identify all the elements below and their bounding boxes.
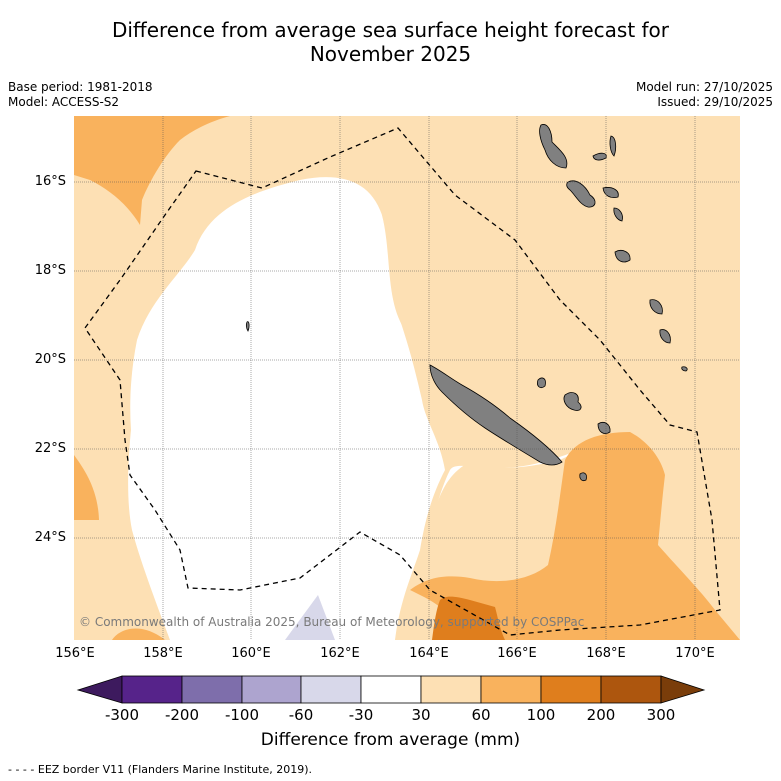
colorbar-tick: 300 [646, 706, 676, 724]
colorbar-tick: 60 [471, 706, 491, 724]
colorbar-bin-5 [360, 675, 422, 704]
anomaly-region-60-100-west [74, 455, 99, 520]
lat-label-24s: 24°S [34, 530, 66, 545]
vanuatu-island-7 [614, 250, 631, 263]
vanuatu-island-5 [602, 187, 619, 198]
colorbar-bin-9 [600, 675, 662, 704]
colorbar-tick: -60 [288, 706, 314, 724]
colorbar-bin-2 [181, 675, 243, 704]
vanuatu-island-6 [613, 207, 623, 222]
lat-label-20s: 20°S [34, 352, 66, 367]
lon-label-164e: 164°E [409, 646, 449, 661]
model-name: Model: ACCESS-S2 [8, 95, 120, 109]
vanuatu-island-8 [649, 299, 663, 315]
lon-label-168e: 168°E [586, 646, 626, 661]
graticule [74, 116, 740, 640]
vanuatu-island-10 [681, 366, 688, 372]
model-run: Model run: 27/10/2025 [635, 80, 773, 94]
meta-right: Model run: 27/10/2025 Issued: 29/10/2025 [636, 80, 773, 110]
vanuatu-island-1 [539, 124, 568, 169]
map-area: © Commonwealth of Australia 2025, Bureau… [74, 116, 740, 640]
colorbar-tick: 100 [526, 706, 556, 724]
anomaly-region-neg-30-60 [285, 595, 335, 640]
colorbar-tick: -30 [348, 706, 374, 724]
loyalty-island-3 [537, 377, 546, 388]
colorbar-bin-7 [480, 675, 542, 704]
colorbar-extend-high [660, 675, 706, 704]
colorbar-bin-6 [420, 675, 482, 704]
lat-label-22s: 22°S [34, 441, 66, 456]
loyalty-island-1 [563, 392, 582, 411]
loyalty-island-2 [597, 422, 611, 434]
issued-date: Issued: 29/10/2025 [657, 95, 773, 109]
map-title: Difference from average sea surface heig… [0, 18, 781, 66]
lon-label-162e: 162°E [320, 646, 360, 661]
colorbar-bin-4 [300, 675, 362, 704]
anomaly-region-30-60-east [378, 116, 740, 640]
vanuatu-island-9 [659, 329, 671, 344]
title-line-1: Difference from average sea surface heig… [111, 18, 670, 42]
eez-border [84, 127, 721, 636]
base-period: Base period: 1981-2018 [8, 80, 153, 94]
colorbar-tick: -300 [104, 706, 140, 724]
colorbar-label: Difference from average (mm) [260, 730, 521, 750]
colorbar-tick: 30 [411, 706, 431, 724]
anomaly-region-60-100-nw [74, 116, 230, 225]
meta-left: Base period: 1981-2018 Model: ACCESS-S2 [8, 80, 153, 110]
lat-label-18s: 18°S [34, 263, 66, 278]
anomaly-region-60-100-sw [112, 628, 165, 640]
copyright-notice: © Commonwealth of Australia 2025, Bureau… [79, 615, 584, 629]
colorbar-extend-low [76, 675, 123, 704]
isle-of-pines [579, 472, 587, 482]
title-line-2: November 2025 [309, 42, 472, 66]
lat-label-16s: 16°S [34, 174, 66, 189]
colorbar-tick: -200 [164, 706, 200, 724]
anomaly-region-100-200 [432, 596, 505, 640]
eez-legend-footer: - - - - EEZ border V11 (Flanders Marine … [8, 763, 313, 776]
lon-label-166e: 166°E [497, 646, 537, 661]
colorbar-bin-8 [540, 675, 602, 704]
chesterfield-islet [245, 321, 250, 332]
lon-label-160e: 160°E [231, 646, 271, 661]
colorbar-tick: 200 [586, 706, 616, 724]
lon-label-158e: 158°E [143, 646, 183, 661]
colorbar-tick: -100 [224, 706, 260, 724]
lon-label-170e: 170°E [675, 646, 715, 661]
lon-label-156e: 156°E [55, 646, 95, 661]
anomaly-region-60-100-south [410, 432, 740, 640]
colorbar-bin-1 [121, 675, 183, 704]
new-caledonia-landmass [429, 364, 563, 466]
colorbar [76, 675, 706, 704]
vanuatu-island-4 [566, 180, 596, 208]
vanuatu-island-3 [609, 135, 617, 157]
colorbar-bin-3 [241, 675, 302, 704]
